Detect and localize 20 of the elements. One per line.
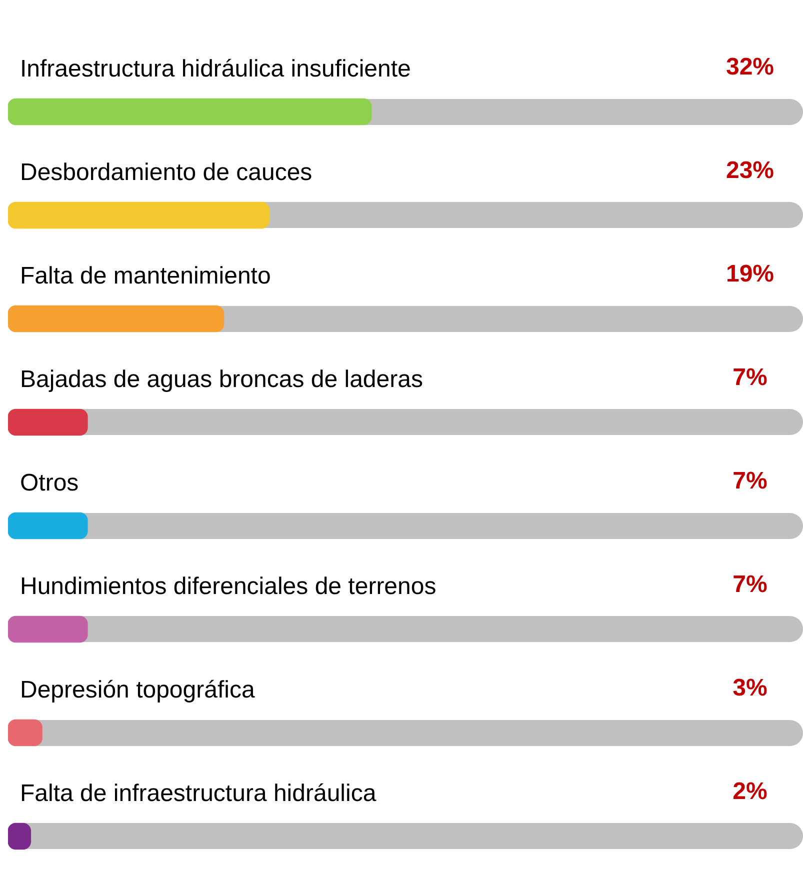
- data-label: 32%: [726, 53, 774, 80]
- y-tick-label: Hundimientos diferenciales de terrenos: [20, 572, 436, 600]
- bar: [8, 719, 42, 746]
- bar: [8, 408, 88, 436]
- bar: [8, 512, 88, 540]
- y-tick-label: Otros: [20, 469, 79, 496]
- data-label: 23%: [726, 156, 774, 184]
- data-label: 2%: [732, 778, 768, 805]
- bar: [8, 616, 88, 643]
- y-tick-label: Infraestructura hidráulica insuficiente: [20, 55, 411, 82]
- data-label: 7%: [732, 467, 768, 494]
- data-label: 19%: [726, 260, 774, 288]
- y-tick-label: Depresión topográfica: [20, 676, 256, 704]
- y-tick-label: Desbordamiento de cauces: [20, 158, 312, 186]
- data-label: 3%: [732, 674, 768, 702]
- y-tick-label: Bajadas de aguas broncas de laderas: [20, 366, 423, 393]
- data-label: 7%: [732, 364, 768, 391]
- data-label: 7%: [732, 570, 768, 598]
- y-tick-label: Falta de infraestructura hidráulica: [20, 780, 377, 807]
- y-tick-label: Falta de mantenimiento: [20, 262, 271, 290]
